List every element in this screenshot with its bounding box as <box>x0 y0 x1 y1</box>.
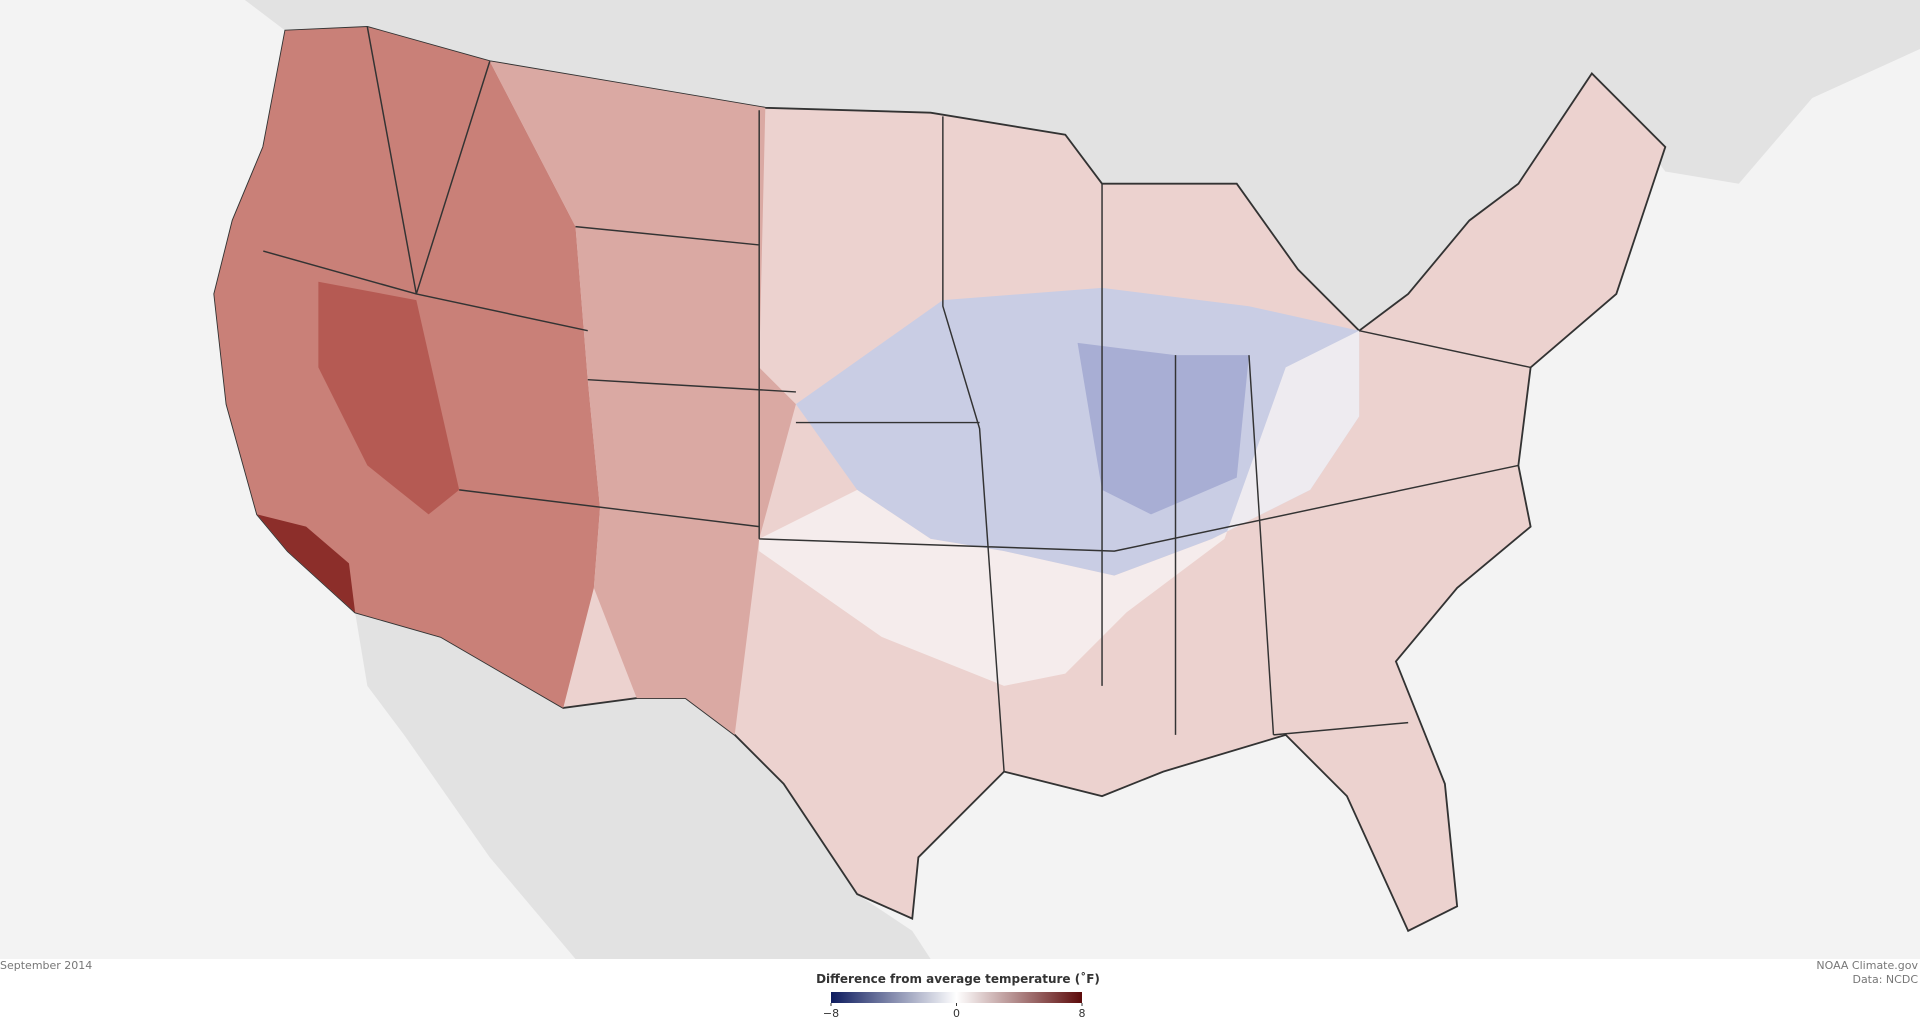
transition-zone <box>759 330 1360 686</box>
credit: Data: NCDC <box>1852 973 1918 986</box>
tick-label: 0 <box>953 1007 960 1020</box>
legend-title: Difference from average temperature (˚F) <box>816 971 1100 986</box>
state-borders <box>263 26 1531 772</box>
tick-label: −8 <box>823 1007 839 1020</box>
nevada-warm <box>318 281 460 515</box>
mountain-region <box>489 61 796 735</box>
map <box>0 0 1920 959</box>
socal-warm <box>257 514 356 613</box>
canada <box>0 0 1920 331</box>
core-cool <box>1077 342 1249 515</box>
mexico <box>355 612 931 959</box>
caption: September 2014 <box>0 959 92 972</box>
tick-label: 8 <box>1079 1007 1086 1020</box>
credit: NOAA Climate.gov <box>1816 959 1918 972</box>
colorbar <box>831 992 1082 1003</box>
